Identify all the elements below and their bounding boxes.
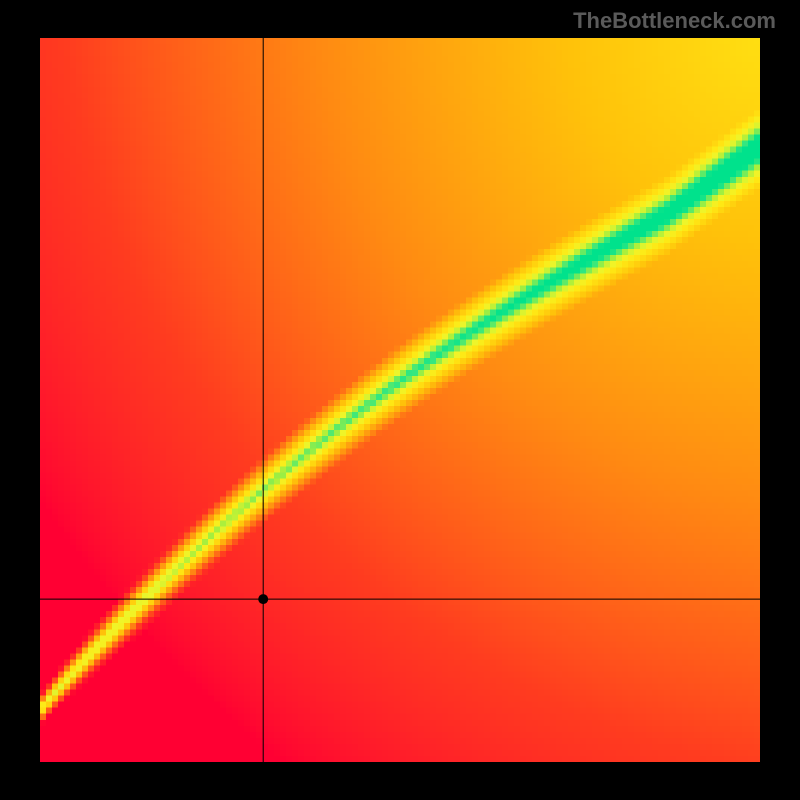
chart-container: TheBottleneck.com <box>0 0 800 800</box>
watermark-label: TheBottleneck.com <box>573 8 776 34</box>
heatmap-canvas <box>40 38 760 762</box>
